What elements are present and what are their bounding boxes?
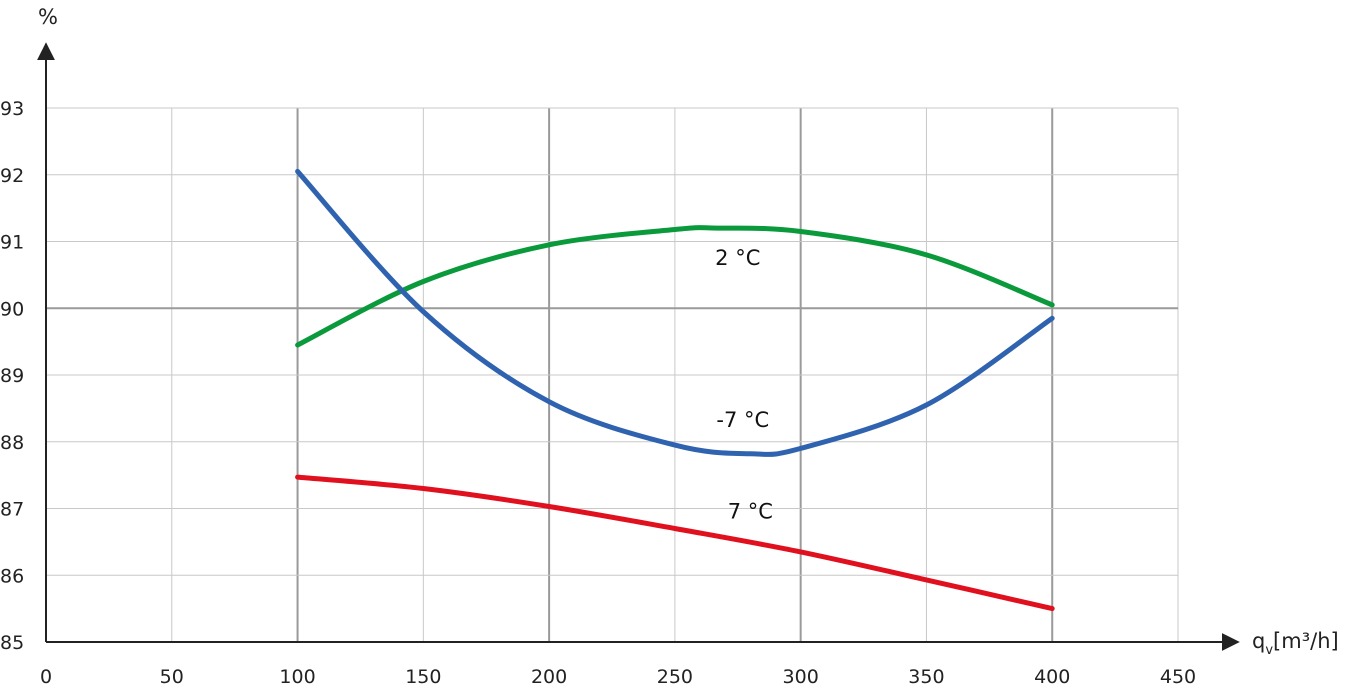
- y-tick-label-86: 86: [0, 565, 24, 587]
- series-lines: [295, 168, 1055, 612]
- grid-lines: [46, 107, 1179, 642]
- y-tick-label-93: 93: [0, 98, 24, 120]
- x-tick-label-100: 100: [279, 666, 315, 688]
- x-tick-label-150: 150: [405, 666, 441, 688]
- y-tick-label-87: 87: [0, 499, 24, 521]
- series-label-2: 7 °C: [728, 500, 773, 524]
- series-labels: 2 °C -7 °C 7 °C: [715, 246, 773, 524]
- x-tick-label-50: 50: [160, 666, 184, 688]
- y-tick-label-91: 91: [0, 232, 24, 254]
- series-label-0: 2 °C: [715, 246, 760, 270]
- series-line-1: [295, 168, 1055, 457]
- y-axis-title: %: [38, 5, 58, 29]
- x-tick-label-450: 450: [1160, 666, 1196, 688]
- x-tick-label-250: 250: [657, 666, 693, 688]
- y-tick-label-85: 85: [0, 632, 24, 654]
- y-tick-label-92: 92: [0, 165, 24, 187]
- x-axis-title: qv[m³/h]: [1252, 629, 1339, 658]
- x-tick-label-300: 300: [783, 666, 819, 688]
- series-line-0: [295, 225, 1055, 348]
- x-tick-label-0: 0: [40, 666, 52, 688]
- x-tick-label-350: 350: [908, 666, 944, 688]
- axes: [37, 42, 1240, 651]
- x-axis-title-subscript: v: [1265, 643, 1273, 658]
- y-tick-label-89: 89: [0, 365, 24, 387]
- x-axis-title-unit: [m³/h]: [1273, 629, 1339, 653]
- series-line-2: [295, 474, 1055, 612]
- series-label-1: -7 °C: [716, 408, 769, 432]
- y-tick-label-88: 88: [0, 432, 24, 454]
- y-tick-label-90: 90: [0, 298, 24, 320]
- x-axis-title-symbol: q: [1252, 629, 1265, 653]
- tick-labels: 0 50 100 150 200 250 300 350 400 450 85 86 87 88 89 90 9…: [0, 98, 1196, 688]
- x-tick-label-200: 200: [531, 666, 567, 688]
- x-tick-label-400: 400: [1034, 666, 1070, 688]
